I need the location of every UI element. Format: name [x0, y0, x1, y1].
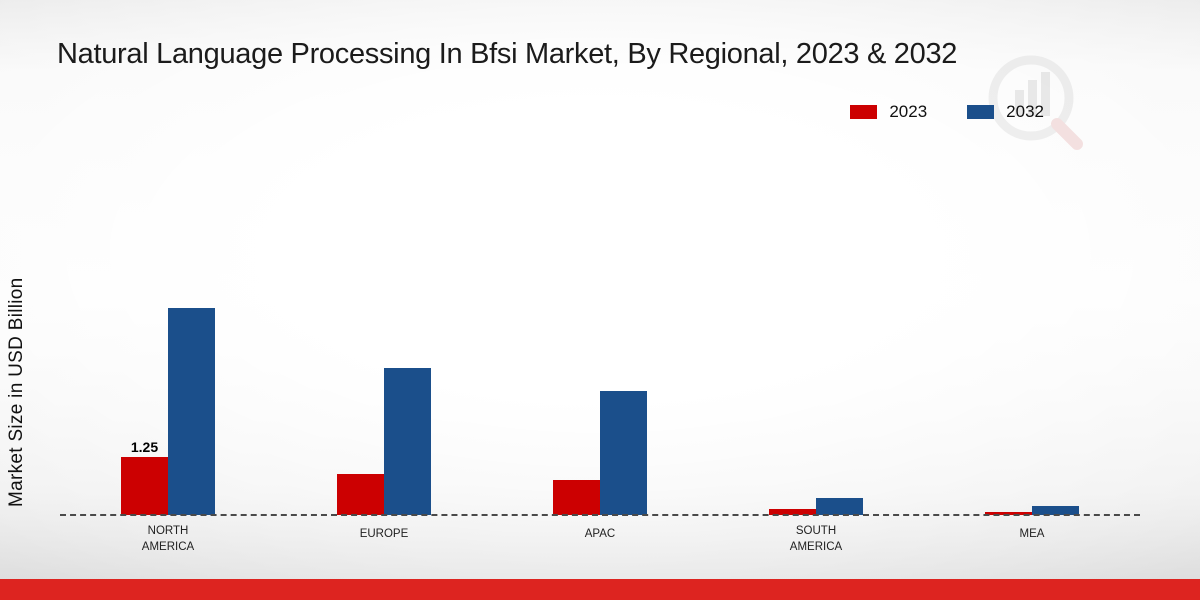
bar-2032-apac: [600, 391, 647, 515]
bar-pair: [985, 506, 1079, 515]
bar-pair: [553, 391, 647, 515]
bar-pair: [337, 368, 431, 515]
category-label-text: MEA: [1019, 528, 1045, 540]
y-axis-label: Market Size in USD Billion: [6, 277, 27, 508]
bar-2032-europe: [384, 368, 431, 515]
bar-group-apac: APAC: [492, 190, 708, 540]
bar-group-europe: EUROPE: [276, 190, 492, 540]
bar-pair: 1.25: [121, 308, 215, 515]
legend-swatch-2023: [850, 105, 878, 119]
bar-2023-mea: [985, 512, 1032, 515]
bar-2032-north-america: [168, 308, 215, 515]
bar-group-south-america: SOUTH AMERICA: [708, 190, 924, 553]
legend-item-2032: 2032: [967, 102, 1044, 122]
x-axis-baseline: [60, 514, 1140, 516]
category-label-mea: MEA: [924, 524, 1140, 543]
chart-title: Natural Language Processing In Bfsi Mark…: [57, 38, 958, 70]
bar-2023-north-america: 1.25: [121, 439, 168, 515]
legend-label-2023: 2023: [889, 102, 928, 121]
bar-group-mea: MEA: [924, 190, 1140, 540]
bar-2023-apac: [553, 480, 600, 515]
legend-item-2023: 2023: [850, 102, 927, 122]
category-label-europe: EUROPE: [276, 524, 492, 543]
legend-label-2032: 2032: [1006, 102, 1044, 121]
bar-2032-mea: [1032, 506, 1079, 515]
category-label-text: SOUTH AMERICA: [789, 525, 843, 553]
footer-accent-bar: [0, 579, 1200, 600]
bar-2032-south-america: [816, 498, 863, 515]
legend-swatch-2032: [967, 105, 995, 119]
bar-value-label: 1.25: [130, 439, 159, 455]
bar-2023-europe: [337, 474, 384, 515]
category-label-text: EUROPE: [359, 528, 409, 540]
bar-group-north-america: 1.25 NORTH AMERICA: [60, 190, 276, 553]
category-label-north-america: NORTH AMERICA: [60, 524, 276, 555]
category-label-text: NORTH AMERICA: [141, 525, 195, 553]
category-label-apac: APAC: [492, 524, 708, 543]
legend: 2023 2032: [850, 102, 1044, 122]
bar-pair: [769, 498, 863, 515]
bar-2023-south-america: [769, 509, 816, 515]
plot-area: 1.25 NORTH AMERICA EUROPE APAC SOUTH AMERICA…: [60, 190, 1140, 553]
category-label-south-america: SOUTH AMERICA: [708, 524, 924, 555]
category-label-text: APAC: [584, 528, 616, 540]
